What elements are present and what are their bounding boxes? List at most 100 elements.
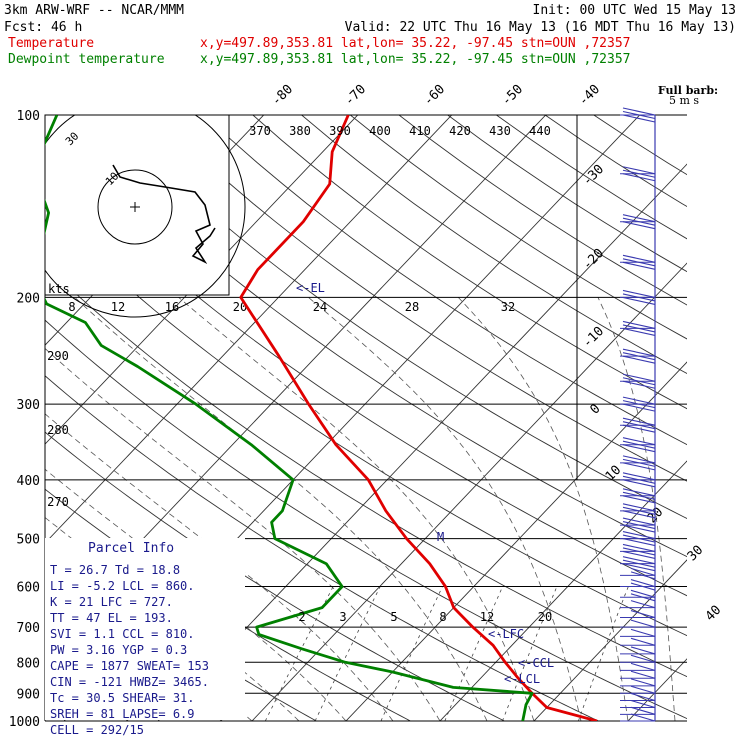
mixing-ratio-label: 8	[439, 610, 446, 624]
barb-flag	[630, 678, 656, 687]
pressure-tick-label: 700	[17, 621, 40, 636]
barb-flag	[622, 380, 656, 389]
full-barb-label: Full barb:	[658, 84, 718, 97]
pressure-tick-label: 300	[17, 398, 40, 413]
barb-flag	[622, 503, 656, 512]
hodograph-trace	[112, 164, 216, 265]
barb-flag	[630, 692, 656, 702]
barb-flag	[622, 355, 656, 364]
barb-flag	[630, 713, 656, 722]
pressure-tick-label: 900	[17, 687, 40, 702]
dewpoint-line	[45, 115, 534, 721]
dewpoint-legend: Dewpoint temperature	[8, 52, 165, 67]
theta-label: 270	[47, 495, 69, 509]
barb-flag	[622, 563, 656, 572]
moist-adiabat	[178, 297, 535, 721]
parcel-row: K = 21 LFC = 727.	[50, 595, 173, 609]
dry-adiabat	[45, 375, 600, 721]
hodograph-ring	[97, 169, 173, 245]
theta-label: 390	[329, 124, 351, 138]
barb-flag	[622, 417, 656, 426]
parcel-info-title: Parcel Info	[88, 541, 174, 556]
model-title: 3km ARW-WRF -- NCAR/MMM	[4, 3, 184, 18]
dry-adiabat	[155, 115, 687, 482]
pressure-tick-label: 100	[17, 109, 40, 124]
full-barb-unit: 5 m s	[669, 94, 699, 107]
pressure-tick-label: 600	[17, 581, 40, 596]
barb-flag	[622, 524, 656, 533]
hodograph-speed-tick: 16	[165, 300, 179, 314]
barb-flag	[622, 488, 656, 497]
barb-flag	[622, 455, 656, 464]
barb-flag	[622, 462, 656, 471]
pressure-tick-label: 800	[17, 656, 40, 671]
dry-adiabat	[106, 115, 687, 520]
parcel-row: CELL = 292/15	[50, 723, 144, 737]
barb-flag	[630, 637, 656, 646]
forecast-hour: Fcst: 46 h	[4, 20, 82, 35]
theta-label: 410	[409, 124, 431, 138]
barb-flag	[622, 556, 656, 565]
hodograph-speed-tick: 24	[313, 300, 327, 314]
lfc-label: <-LFC	[488, 627, 524, 641]
hodograph-speed-tick: 32	[501, 300, 515, 314]
barb-flag	[630, 619, 656, 628]
dry-adiabat	[301, 115, 687, 375]
hodograph-frame	[44, 114, 230, 296]
mixing-ratio-label: 12	[480, 610, 494, 624]
barb-flag	[630, 662, 656, 671]
theta-label: 430	[489, 124, 511, 138]
barb-flag	[622, 107, 656, 116]
dewpoint-location: x,y=497.89,353.81 lat,lon= 35.22, -97.45…	[200, 52, 630, 67]
barb-flag	[622, 320, 656, 329]
barb-flag	[622, 348, 656, 357]
hodograph-ring	[45, 115, 246, 318]
pressure-tick-label: 1000	[9, 715, 40, 730]
barb-flag	[622, 543, 656, 552]
temperature-line	[239, 115, 598, 721]
wind-barbs	[620, 107, 656, 722]
parcel-row: Tc = 30.5 SHEAR= 31.	[50, 691, 195, 705]
theta-label: 420	[449, 124, 471, 138]
theta-label: 380	[289, 124, 311, 138]
barb-flag	[622, 444, 656, 453]
mixing-ratio-line	[578, 586, 629, 721]
valid-time: Valid: 22 UTC Thu 16 May 13 (16 MDT Thu …	[345, 20, 736, 35]
barb-flag	[622, 261, 656, 270]
lcl-label: <-LCL	[504, 672, 540, 686]
moist-adiabat	[74, 297, 488, 721]
barb-flag	[622, 403, 656, 412]
barb-flag	[622, 173, 656, 182]
dry-adiabat	[57, 115, 687, 558]
theta-label: 440	[529, 124, 551, 138]
barb-flag	[622, 550, 656, 559]
barb-flag	[622, 437, 656, 446]
hodograph-speed-tick: 12	[111, 300, 125, 314]
barb-flag	[622, 327, 656, 336]
pressure-tick-label: 500	[17, 533, 40, 548]
barb-flag	[630, 699, 656, 709]
barb-flag	[630, 600, 656, 609]
isotherm	[533, 559, 687, 721]
barb-flag	[622, 424, 656, 433]
barb-flag	[630, 706, 656, 715]
barb-flag	[622, 114, 656, 123]
parcel-row: PW = 3.16 YGP = 0.3	[50, 643, 187, 657]
barb-flag	[630, 685, 656, 694]
barb-flag	[630, 670, 656, 679]
barb-flag	[622, 396, 656, 405]
isotherm	[345, 361, 687, 721]
barb-flag	[622, 472, 656, 481]
dry-adiabat	[45, 319, 687, 720]
parcel-row: SREH = 81 LAPSE= 6.9	[50, 707, 195, 721]
dry-adiabat	[45, 209, 687, 637]
pressure-tick-label: 400	[17, 474, 40, 489]
barb-flag	[630, 610, 656, 619]
parcel-row: T = 26.7 Td = 18.8	[50, 563, 180, 577]
parcel-row: LI = -5.2 LCL = 860.	[50, 579, 195, 593]
init-time: Init: 00 UTC Wed 15 May 13	[533, 3, 737, 18]
isotherm	[45, 115, 359, 445]
hodograph-speed-tick: 8	[68, 300, 75, 314]
barb-flag	[622, 254, 656, 263]
